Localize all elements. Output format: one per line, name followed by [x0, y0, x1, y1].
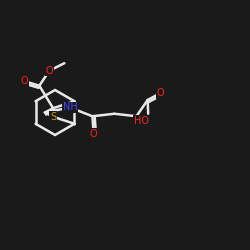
Text: HO: HO [134, 116, 149, 126]
Text: O: O [90, 129, 98, 139]
Text: NH: NH [62, 102, 77, 113]
Text: O: O [157, 88, 164, 98]
Text: O: O [20, 76, 28, 86]
Text: O: O [46, 66, 53, 76]
Text: S: S [50, 112, 56, 122]
